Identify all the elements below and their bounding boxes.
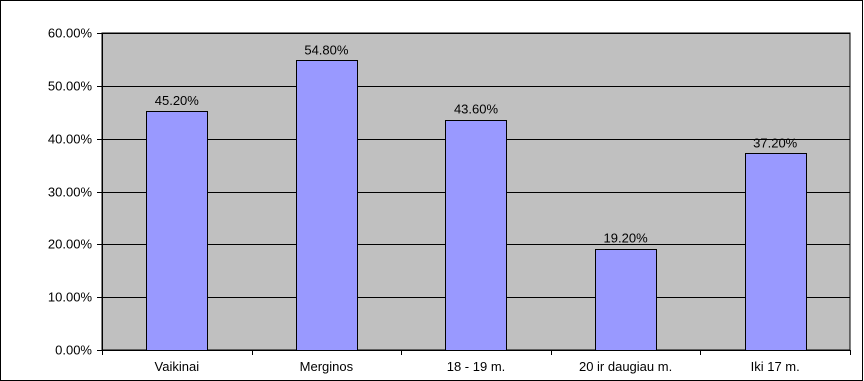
y-tick-label: 50.00%	[48, 79, 93, 94]
data-label: 37.20%	[753, 135, 798, 150]
x-tick-label: Vaikinai	[155, 359, 200, 374]
data-label: 54.80%	[304, 42, 349, 57]
y-tick-label: 60.00%	[48, 26, 93, 41]
x-tick-label: Iki 17 m.	[751, 359, 800, 374]
bar	[296, 60, 358, 351]
y-tick-label: 0.00%	[55, 343, 92, 358]
bar	[146, 111, 208, 351]
y-tick-label: 20.00%	[48, 237, 93, 252]
y-tick-label: 40.00%	[48, 132, 93, 147]
x-tick-label: 18 - 19 m.	[447, 359, 506, 374]
bar	[445, 120, 507, 351]
data-label: 45.20%	[155, 93, 200, 108]
x-tick-label: 20 ir daugiau m.	[579, 359, 672, 374]
x-tick-label: Merginos	[300, 359, 354, 374]
y-tick-label: 10.00%	[48, 290, 93, 305]
bars	[146, 60, 807, 351]
data-label: 19.20%	[604, 231, 649, 246]
axes	[97, 33, 851, 355]
bar	[745, 153, 807, 351]
bar	[595, 249, 657, 351]
labels: 0.00% 10.00% 20.00% 30.00% 40.00% 50.00% 60.00…	[48, 26, 800, 375]
y-tick-label: 30.00%	[48, 185, 93, 200]
data-label: 43.60%	[454, 102, 499, 117]
